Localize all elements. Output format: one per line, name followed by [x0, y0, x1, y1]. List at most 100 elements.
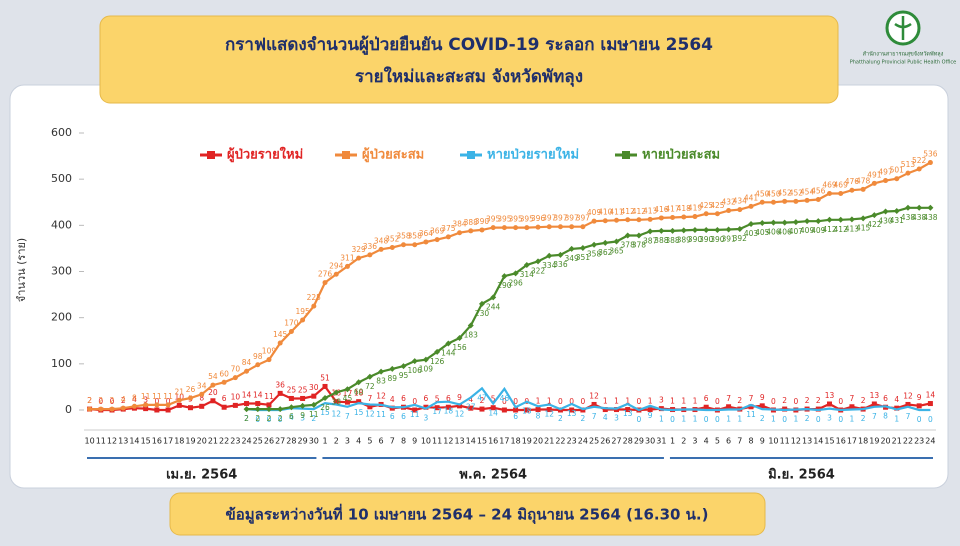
data-label: 7: [367, 394, 372, 403]
data-label: 438: [912, 213, 927, 222]
data-label: 1: [850, 415, 855, 424]
point: [266, 357, 272, 363]
point: [411, 358, 418, 365]
point: [894, 405, 900, 411]
y-tick-label: 500: [51, 172, 72, 185]
data-label: 12: [903, 391, 913, 400]
point: [535, 407, 541, 413]
data-label: 0: [838, 415, 843, 424]
point: [714, 226, 721, 233]
x-tick-label: 15: [141, 437, 151, 446]
point: [849, 404, 855, 410]
data-label: 9: [648, 411, 653, 420]
data-label: 0: [715, 415, 720, 424]
data-label: 349: [564, 254, 579, 263]
data-label: 406: [766, 228, 781, 237]
data-label: 7: [592, 412, 597, 421]
point: [232, 402, 238, 408]
point: [165, 402, 171, 408]
point: [692, 214, 698, 220]
point: [849, 187, 855, 193]
point: [669, 227, 676, 234]
point: [826, 216, 833, 223]
data-label: 60: [354, 387, 364, 396]
data-label: 452: [789, 188, 804, 197]
data-label: 9: [300, 411, 305, 420]
point: [591, 241, 598, 248]
point: [412, 407, 418, 413]
data-label: 6: [883, 394, 888, 403]
point: [513, 225, 519, 231]
point: [905, 401, 911, 407]
point: [154, 407, 160, 413]
point: [625, 217, 631, 223]
data-label: 2: [244, 414, 249, 423]
point: [288, 329, 294, 335]
month-label: พ.ค. 2564: [459, 468, 527, 483]
data-label: 2: [278, 414, 283, 423]
data-label: 26: [320, 403, 330, 412]
data-label: 322: [531, 266, 546, 275]
data-label: 45: [343, 394, 353, 403]
point: [759, 199, 765, 205]
x-tick-label: 16: [836, 437, 846, 446]
x-tick-label: 21: [544, 437, 554, 446]
point: [322, 383, 328, 389]
point: [748, 220, 755, 227]
data-label: 3: [424, 414, 429, 423]
data-label: 0: [917, 415, 922, 424]
data-label: 417: [665, 204, 680, 213]
data-label: 491: [867, 170, 882, 179]
data-label: 2: [110, 396, 115, 405]
data-label: 17: [432, 407, 442, 416]
data-label: 389: [677, 235, 692, 244]
data-label: 351: [576, 253, 591, 262]
data-label: 0: [166, 397, 171, 406]
point: [344, 386, 351, 393]
data-label: 1: [681, 397, 686, 406]
point: [199, 391, 205, 397]
data-label: 30: [309, 383, 319, 392]
point: [210, 398, 216, 404]
x-tick-label: 2: [681, 437, 686, 446]
point: [356, 255, 362, 261]
point: [311, 393, 317, 399]
data-label: 46: [500, 394, 510, 403]
point: [815, 196, 821, 202]
x-tick-label: 26: [600, 437, 610, 446]
data-label: 12: [544, 409, 554, 418]
x-tick-label: 13: [118, 437, 128, 446]
data-label: 36: [275, 380, 285, 389]
point: [703, 226, 710, 233]
data-label: 0: [816, 415, 821, 424]
point: [457, 230, 463, 236]
data-label: 422: [867, 220, 882, 229]
point: [535, 224, 541, 230]
series-line: [89, 161, 931, 411]
point: [356, 399, 362, 405]
data-label: 2: [861, 414, 866, 423]
data-label: 0: [502, 397, 507, 406]
x-tick-label: 20: [880, 437, 890, 446]
point: [221, 379, 227, 385]
data-label: 11: [264, 392, 274, 401]
data-label: 0: [637, 415, 642, 424]
point: [422, 356, 429, 363]
x-tick-label: 25: [253, 437, 263, 446]
data-label: 0: [637, 397, 642, 406]
data-label: 2: [760, 414, 765, 423]
point: [389, 365, 396, 372]
x-tick-label: 15: [477, 437, 487, 446]
data-label: 6: [704, 394, 709, 403]
data-label: 14: [253, 391, 263, 400]
point: [736, 226, 743, 233]
x-tick-label: 17: [847, 437, 857, 446]
data-label: 1: [693, 397, 698, 406]
data-label: 395: [508, 215, 523, 224]
x-tick-label: 11: [780, 437, 790, 446]
data-label: 0: [782, 415, 787, 424]
data-label: 365: [609, 246, 624, 255]
data-label: 21: [175, 387, 185, 396]
point: [199, 403, 205, 409]
